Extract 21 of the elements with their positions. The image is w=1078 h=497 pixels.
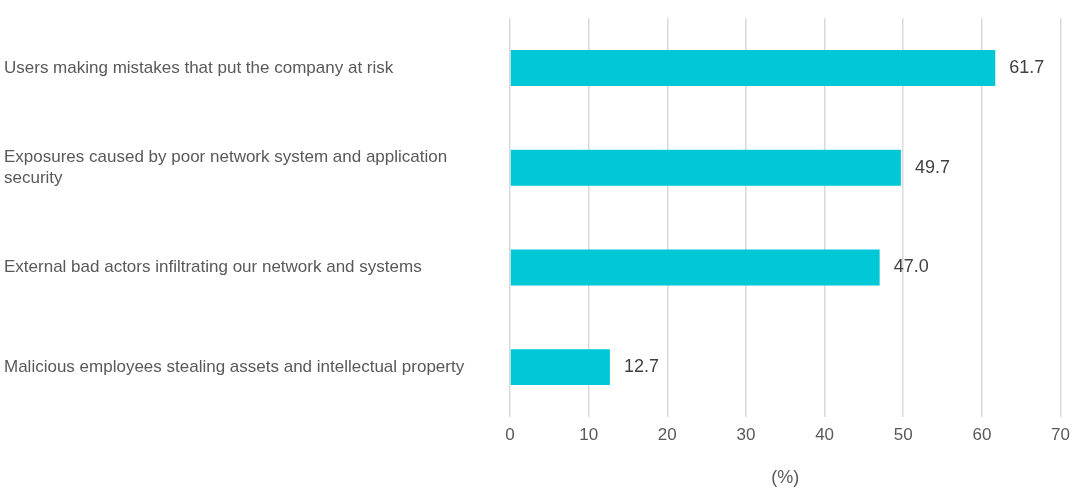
bar xyxy=(510,349,610,386)
x-tick-label: 20 xyxy=(657,424,677,444)
x-tick-label: 60 xyxy=(972,424,992,444)
y-tick-label: Users making mistakes that put the company at risk xyxy=(4,57,394,77)
data-label: 47.0 xyxy=(893,256,929,277)
data-label: 49.7 xyxy=(914,156,950,177)
data-label: 61.7 xyxy=(1009,57,1045,78)
x-tick-label: 30 xyxy=(736,424,756,444)
y-tick-label: Exposures caused by poor network system and application security xyxy=(4,147,448,187)
x-tick-label: 50 xyxy=(893,424,913,444)
bar xyxy=(510,50,996,86)
x-tick-label: 10 xyxy=(579,424,599,444)
bar xyxy=(510,149,901,186)
x-axis-title: (%) xyxy=(771,467,800,488)
y-tick-label: External bad actors infiltrating our network and systems xyxy=(4,257,422,277)
y-tick-label: Malicious employees stealing assets and intellectual property xyxy=(4,356,465,376)
x-tick-label: 70 xyxy=(1051,424,1071,444)
x-tick-label: 40 xyxy=(815,424,835,444)
x-tick-label: 0 xyxy=(505,424,515,444)
bar xyxy=(510,249,880,286)
data-label: 12.7 xyxy=(623,356,659,377)
